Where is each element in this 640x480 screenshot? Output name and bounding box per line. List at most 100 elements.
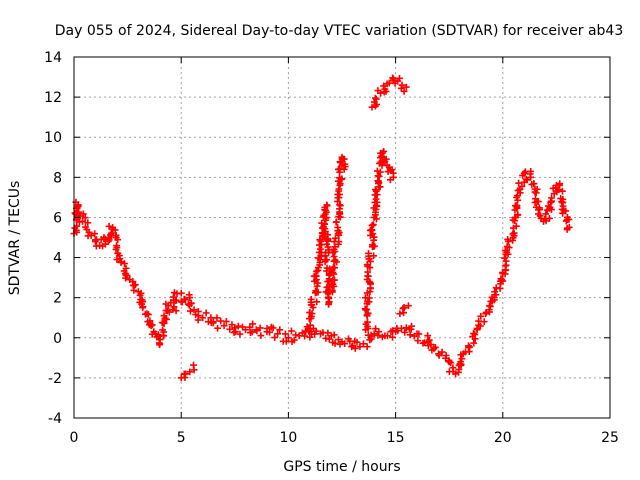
data-point — [390, 173, 397, 181]
data-point-fill — [364, 263, 372, 270]
data-point — [274, 330, 282, 338]
data-point-fill — [226, 325, 234, 333]
data-point-fill — [136, 298, 144, 306]
data-point-fill — [158, 319, 166, 327]
data-point-fill — [406, 331, 414, 339]
data-point-fill — [334, 227, 342, 234]
x-tick-label: 20 — [494, 430, 512, 446]
x-tick-label: 5 — [177, 430, 186, 446]
data-point-fill — [457, 362, 465, 369]
data-point-fill — [75, 208, 83, 216]
y-tick-label: -4 — [48, 411, 62, 427]
data-point-fill — [414, 337, 422, 345]
data-point — [79, 218, 86, 225]
data-point-fill — [322, 206, 330, 214]
data-point-fill — [364, 318, 371, 326]
data-point-fill — [365, 255, 373, 263]
data-point-fill — [389, 333, 396, 341]
data-point-fill — [371, 186, 379, 194]
data-point-fill — [84, 219, 92, 227]
data-point-fill — [314, 279, 322, 287]
data-point-fill — [321, 220, 328, 228]
data-point-fill — [547, 198, 555, 205]
plot-frame — [73, 56, 611, 419]
data-point-fill — [380, 82, 387, 90]
data-point — [377, 89, 384, 97]
data-point-fill — [187, 307, 194, 315]
data-point — [385, 79, 393, 87]
data-point-fill — [209, 319, 217, 327]
data-point-fill — [424, 332, 432, 340]
data-point-fill — [536, 212, 544, 220]
data-point-fill — [315, 249, 323, 256]
data-point-fill — [400, 304, 408, 312]
data-point-fill — [105, 222, 113, 230]
data-point-fill — [337, 159, 344, 166]
data-point-fill — [515, 179, 523, 187]
data-point — [190, 366, 198, 374]
data-point-fill — [336, 191, 343, 198]
data-point-fill — [159, 326, 166, 334]
data-point-fill — [328, 287, 336, 294]
data-point-fill — [502, 257, 510, 265]
data-point — [87, 232, 95, 239]
data-point-fill — [112, 231, 120, 239]
data-point-fill — [375, 172, 383, 180]
data-point-fill — [431, 343, 439, 351]
data-point-fill — [526, 170, 534, 178]
data-point-fill — [282, 330, 289, 338]
data-point-fill — [146, 320, 154, 327]
data-point-fill — [367, 280, 375, 288]
data-point-fill — [455, 366, 463, 373]
data-point-fill — [367, 331, 375, 339]
data-point-fill — [320, 230, 328, 238]
data-point-fill — [271, 334, 279, 341]
data-point — [465, 342, 472, 350]
data-point-fill — [311, 277, 318, 285]
data-point-fill — [290, 336, 298, 344]
chart-title: Day 055 of 2024, Sidereal Day-to-day VTE… — [55, 23, 624, 39]
data-point-fill — [505, 238, 512, 245]
y-tick-label: 10 — [44, 130, 62, 146]
data-point — [242, 326, 249, 334]
data-point-fill — [130, 286, 138, 294]
y-tick-label: 12 — [44, 90, 62, 106]
grid-lines — [74, 57, 610, 418]
data-point-fill — [356, 343, 364, 351]
data-point — [368, 103, 376, 111]
data-point-fill — [112, 246, 120, 253]
data-point-fill — [371, 94, 379, 102]
data-point — [190, 306, 198, 314]
data-point-fill — [435, 352, 443, 359]
data-point-fill — [380, 148, 388, 155]
data-point-fill — [480, 318, 488, 326]
data-point-fill — [490, 296, 498, 304]
data-point-fill — [332, 218, 340, 226]
x-axis-label: GPS time / hours — [283, 459, 400, 475]
data-point-fill — [559, 187, 566, 195]
data-point-fill — [131, 281, 139, 289]
data-point-fill — [477, 322, 484, 330]
data-point-fill — [266, 328, 273, 336]
data-point-fill — [331, 340, 339, 347]
data-point-fill — [486, 308, 493, 316]
data-point-fill — [330, 245, 338, 253]
data-point-fill — [316, 259, 324, 266]
data-point-fill — [114, 236, 122, 244]
data-point-fill — [323, 240, 331, 248]
x-tick-label: 10 — [279, 430, 297, 446]
data-point — [372, 95, 380, 103]
data-point-fill — [330, 283, 338, 290]
data-point-fill — [117, 259, 125, 266]
data-point-fill — [363, 306, 371, 313]
data-point-fill — [81, 214, 89, 222]
data-point — [398, 81, 406, 89]
data-point-fill — [121, 260, 128, 267]
data-point-fill — [334, 177, 342, 185]
data-point-fill — [91, 230, 99, 238]
data-point — [220, 322, 228, 330]
data-point-fill — [371, 198, 379, 206]
data-point — [340, 165, 348, 173]
data-point-fill — [510, 229, 518, 237]
